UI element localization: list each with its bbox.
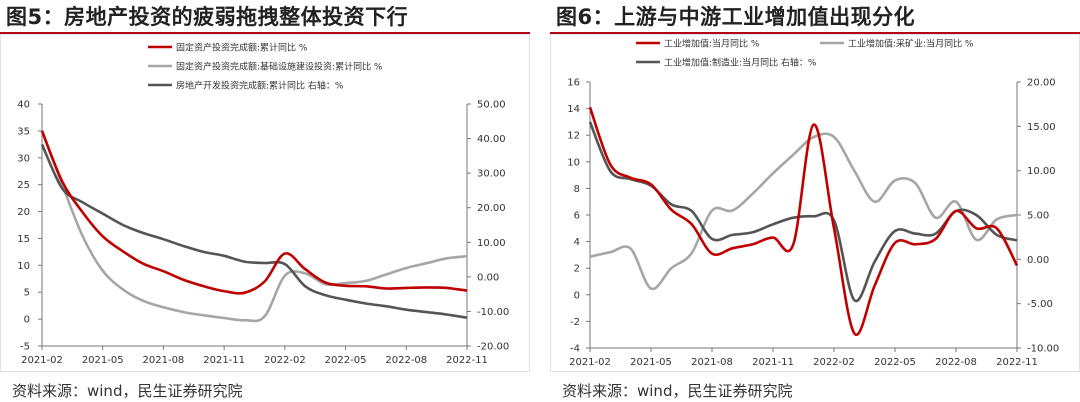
legend-label: 房地产开发投资完成额:累计同比 右轴：% xyxy=(176,80,344,92)
y-right-tick-label: -10.00 xyxy=(477,307,509,318)
legend-label: 工业增加值:制造业:当月同比 右轴：% xyxy=(664,57,817,69)
y-left-tick-label: 10 xyxy=(567,157,580,168)
series-line-2 xyxy=(40,143,468,319)
x-tick-label: 2022-08 xyxy=(385,355,427,366)
y-left-tick-label: 4 xyxy=(574,237,580,248)
y-left-tick-label: -4 xyxy=(570,344,580,355)
chart-title: 图5：房地产投资的疲弱拖拽整体投资下行 xyxy=(6,5,409,29)
y-left-tick-label: 8 xyxy=(574,184,580,195)
legend-label: 固定资产投资完成额:基础设施建设投资:累计同比 % xyxy=(176,61,383,73)
y-left-tick-label: 20 xyxy=(17,207,30,218)
source-note: 资料来源：wind，民生证券研究院 xyxy=(562,382,793,400)
y-right-tick-label: 0.00 xyxy=(1027,255,1049,266)
chart-svg-right: -4 -2 0 2 4 6 8 10 12 14 16 -10.00 -5.00 0.00 5.00 10.0… xyxy=(567,38,1059,369)
legend-label: 工业增加值:采矿业:当月同比 % xyxy=(848,38,974,50)
y-left-tick-label: 2 xyxy=(574,264,580,275)
y-left-tick-label: 16 xyxy=(567,78,580,89)
x-tick-label: 2021-11 xyxy=(203,355,245,366)
y-left-tick-label: 40 xyxy=(17,100,30,111)
chart-panel-left: 图5：房地产投资的疲弱拖拽整体投资下行 -5 0 5 10 15 20 25 30 35 40 -2… xyxy=(0,0,530,402)
series-line-1 xyxy=(589,132,1018,291)
x-tick-label: 2022-02 xyxy=(264,355,306,366)
y-left-tick-label: 25 xyxy=(17,180,30,191)
y-right-tick-label: 10.00 xyxy=(1027,166,1056,177)
y-right-tick-label: 20.00 xyxy=(1027,78,1056,89)
x-tick-label: 2022-05 xyxy=(325,355,367,366)
y-left-tick-label: 10 xyxy=(17,261,30,272)
x-tick-label: 2021-05 xyxy=(630,357,672,368)
y-left-tick-label: 15 xyxy=(17,234,30,245)
y-left-tick-label: 30 xyxy=(17,153,30,164)
y-left-tick-label: 14 xyxy=(567,104,580,115)
y-right-tick-label: -10.00 xyxy=(1027,344,1059,355)
x-tick-label: 2022-11 xyxy=(446,355,488,366)
chart-svg-left: -5 0 5 10 15 20 25 30 35 40 -20.00 -10.00 0.00 10.00 2… xyxy=(17,42,509,367)
title-rule xyxy=(550,32,1080,34)
legend-label: 工业增加值:当月同比 % xyxy=(664,38,760,50)
x-tick-label: 2022-05 xyxy=(874,357,916,368)
y-right-tick-label: 0.00 xyxy=(477,272,499,283)
x-tick-label: 2022-02 xyxy=(813,357,855,368)
chart-title: 图6：上游与中游工业增加值出现分化 xyxy=(556,5,916,29)
x-tick-label: 2021-08 xyxy=(143,355,185,366)
y-right-tick-label: -5.00 xyxy=(1027,299,1053,310)
source-note: 资料来源：wind，民生证券研究院 xyxy=(12,382,243,400)
legend-label: 固定资产投资完成额:累计同比 % xyxy=(176,42,308,54)
x-tick-label: 2021-05 xyxy=(82,355,124,366)
y-right-tick-label: 10.00 xyxy=(477,238,506,249)
x-tick-label: 2021-02 xyxy=(569,357,611,368)
y-left-tick-label: 5 xyxy=(24,288,30,299)
y-right-tick-label: 5.00 xyxy=(1027,211,1049,222)
y-right-tick-label: -20.00 xyxy=(477,342,509,353)
chart-panel-right: 图6：上游与中游工业增加值出现分化 -4 -2 0 2 4 6 8 10 12 14 16 -10.0… xyxy=(550,0,1080,402)
y-left-tick-label: 12 xyxy=(567,131,580,142)
series-line-1 xyxy=(40,130,468,323)
y-left-tick-label: -2 xyxy=(570,317,580,328)
series-line-0 xyxy=(588,106,1019,337)
y-right-tick-label: 15.00 xyxy=(1027,122,1056,133)
y-right-tick-label: 50.00 xyxy=(477,100,506,111)
x-tick-label: 2021-08 xyxy=(691,357,733,368)
y-left-tick-label: 0 xyxy=(574,290,580,301)
y-left-tick-label: -5 xyxy=(20,342,30,353)
y-left-tick-label: 6 xyxy=(574,211,580,222)
y-left-tick-label: 0 xyxy=(24,315,30,326)
y-right-tick-label: 30.00 xyxy=(477,169,506,180)
y-left-tick-label: 35 xyxy=(17,126,30,137)
series-line-0 xyxy=(40,130,468,295)
x-tick-label: 2022-08 xyxy=(935,357,977,368)
x-tick-label: 2021-02 xyxy=(21,355,63,366)
x-tick-label: 2022-11 xyxy=(996,357,1038,368)
x-tick-label: 2021-11 xyxy=(752,357,794,368)
title-rule xyxy=(0,32,530,34)
y-right-tick-label: 40.00 xyxy=(477,134,506,145)
y-right-tick-label: 20.00 xyxy=(477,203,506,214)
chart-frame xyxy=(0,34,530,372)
